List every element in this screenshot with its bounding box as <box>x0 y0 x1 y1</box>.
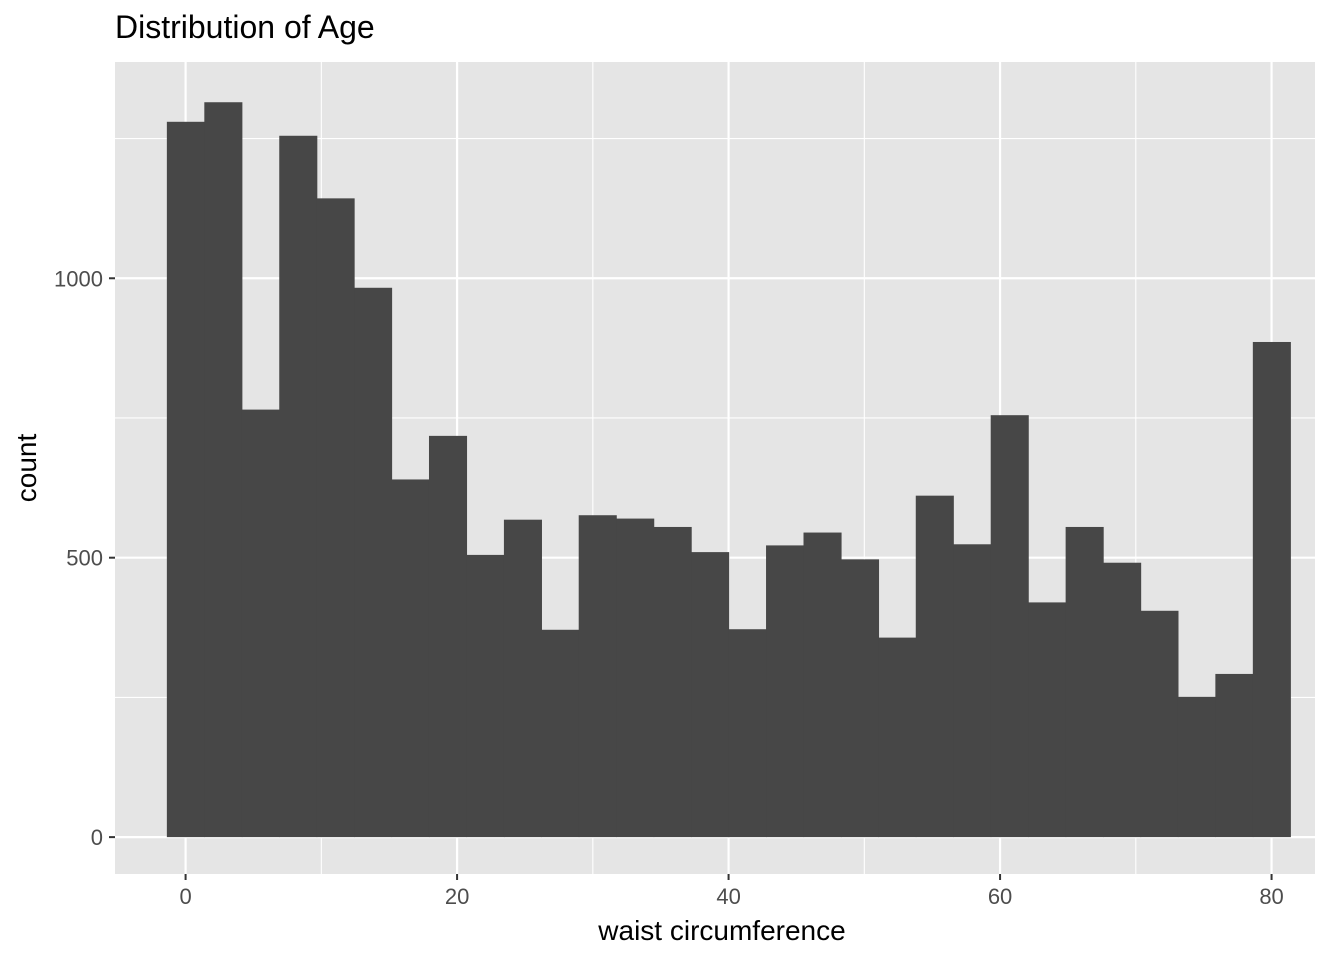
histogram-bar <box>1103 562 1142 838</box>
histogram-bar <box>691 552 730 838</box>
histogram-bar <box>166 121 205 838</box>
x-tick-label: 0 <box>179 884 191 909</box>
chart-title: Distribution of Age <box>115 9 375 45</box>
y-axis-title: count <box>11 434 42 503</box>
x-tick-label: 20 <box>445 884 469 909</box>
histogram-bar <box>803 532 842 838</box>
histogram-bar <box>241 409 280 838</box>
histogram-bar <box>766 545 805 838</box>
histogram-bar <box>990 415 1029 838</box>
histogram-bar <box>1252 341 1291 838</box>
histogram-bar <box>616 518 655 838</box>
histogram-bar <box>204 102 243 838</box>
histogram-bar <box>316 198 355 838</box>
histogram-bar <box>354 287 393 838</box>
histogram-bar <box>279 135 318 838</box>
y-tick-label: 1000 <box>54 266 103 291</box>
histogram-bar <box>1177 696 1216 838</box>
histogram-bar <box>541 629 580 838</box>
histogram-bars <box>166 102 1291 838</box>
y-tick-label: 0 <box>91 825 103 850</box>
histogram-bar <box>878 637 917 838</box>
x-tick-label: 80 <box>1259 884 1283 909</box>
histogram-bar <box>1065 526 1104 838</box>
x-tick-label: 60 <box>988 884 1012 909</box>
histogram-bar <box>1140 610 1179 838</box>
histogram-bar <box>503 519 542 838</box>
x-axis: 0 20 40 60 80 <box>179 874 1284 909</box>
histogram-bar <box>728 629 767 838</box>
histogram-bar <box>1215 673 1254 838</box>
minor-gridlines <box>115 62 1315 874</box>
histogram-bar <box>391 479 430 838</box>
histogram-bar <box>466 554 505 838</box>
histogram-bar <box>953 544 992 838</box>
histogram-bar <box>578 515 617 838</box>
histogram-bar <box>428 435 468 838</box>
x-axis-title: waist circumference <box>597 915 845 946</box>
histogram-bar <box>840 559 880 838</box>
y-tick-label: 500 <box>66 546 103 571</box>
histogram-bar <box>653 526 692 838</box>
x-tick-label: 40 <box>716 884 740 909</box>
y-axis: 0 500 1000 <box>54 266 115 850</box>
histogram-bar <box>915 495 954 838</box>
histogram-bar <box>1028 602 1067 838</box>
